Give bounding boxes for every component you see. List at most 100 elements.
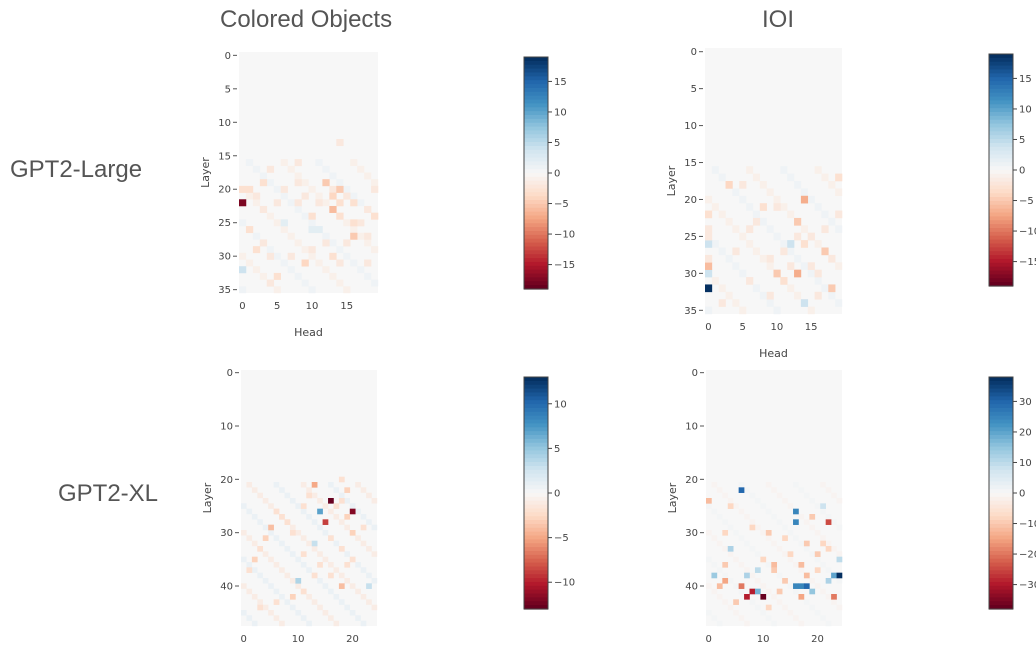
heatmap-cell-faint (711, 277, 719, 285)
heatmap-cell-faint (814, 277, 822, 285)
heatmap-cell-faint (338, 492, 345, 499)
heatmap-cell (336, 259, 344, 267)
x-tick-label: 0 (239, 301, 245, 312)
colorbar-segment (989, 239, 1013, 245)
heatmap-cell-faint (831, 546, 837, 552)
heatmap-cell-faint (266, 179, 274, 187)
heatmap-cell (798, 583, 805, 589)
heatmap-cell-faint (306, 620, 312, 627)
colorbar-tick-label: 15 (1019, 74, 1032, 85)
colorbar-segment (989, 173, 1013, 179)
colorbar-segment (524, 115, 548, 120)
colorbar-segment (989, 231, 1013, 237)
heatmap-cell-faint (350, 159, 358, 167)
heatmap-cell-faint (311, 492, 318, 499)
colorbar-segment (989, 473, 1013, 479)
heatmap-cell-faint (759, 217, 767, 226)
heatmap-cell (322, 519, 329, 525)
heatmap-cell-faint (727, 604, 734, 611)
colorbar-tick-label: −20 (1019, 550, 1036, 561)
colorbar-segment (989, 454, 1013, 459)
colorbar-segment (989, 481, 1013, 486)
heatmap-cell-faint (744, 540, 750, 547)
colorbar-segment (524, 539, 548, 544)
heatmap-cell-faint (716, 487, 723, 493)
heatmap-cell-faint (773, 195, 781, 204)
colorbar-segment (989, 489, 1013, 494)
heatmap-cell-faint (831, 492, 837, 499)
colorbar-segment (524, 574, 548, 579)
heatmap-cell (794, 232, 802, 241)
colorbar-segment (524, 161, 548, 166)
y-tick-label: 15 (218, 151, 231, 162)
heatmap-cell-faint (744, 487, 750, 493)
heatmap-cell-faint (835, 188, 843, 196)
heatmap-cell (308, 226, 316, 234)
colorbar-segment (524, 523, 548, 529)
heatmap-cell-faint (705, 306, 713, 315)
colorbar-segment (989, 469, 1013, 475)
heatmap-cell-faint (295, 583, 302, 589)
colorbar-segment (989, 61, 1013, 67)
colorbar-segment (524, 231, 548, 236)
y-axis-label: Layer (201, 482, 214, 513)
heatmap-cell (279, 514, 285, 520)
y-tick-label: 5 (225, 84, 231, 95)
heatmap-cell-faint (311, 546, 318, 552)
heatmap-cell-faint (360, 540, 367, 547)
heatmap-cell-faint (814, 166, 822, 174)
colorbar-segment (989, 108, 1013, 113)
colorbar-segment (524, 496, 548, 502)
colorbar-segment (524, 500, 548, 506)
heatmap-cell-faint (308, 185, 316, 193)
colorbar-segment (989, 162, 1013, 167)
heatmap-cell-faint (732, 262, 740, 270)
heatmap-cell-faint (787, 556, 794, 563)
heatmap-cell-faint (364, 172, 372, 180)
heatmap-cell (329, 205, 337, 213)
colorbar-segment (989, 73, 1013, 78)
heatmap-cell (333, 503, 340, 509)
colorbar-segment (989, 531, 1013, 537)
heatmap-cell (828, 284, 836, 293)
heatmap-cell-faint (754, 551, 761, 557)
heatmap-cell (705, 225, 713, 234)
heatmap-cell-faint (295, 556, 302, 563)
heatmap-cell (338, 476, 345, 483)
heatmap-cell (794, 269, 802, 278)
heatmap-cell-faint (752, 173, 760, 182)
heatmap-cell-faint (246, 508, 253, 515)
colorbar-tick-label: −10 (1019, 227, 1036, 238)
heatmap-cell-faint (800, 188, 808, 196)
heatmap-cell (280, 185, 288, 193)
heatmap-cell-faint (294, 205, 302, 213)
heatmap-cell-faint (360, 620, 367, 627)
heatmap-cell-faint (820, 562, 826, 568)
heatmap-cell-faint (746, 240, 754, 248)
heatmap-cell-faint (301, 179, 309, 187)
heatmap-cell-faint (343, 185, 351, 193)
heatmap-cell-faint (317, 498, 323, 504)
colorbar-segment (989, 508, 1013, 513)
heatmap-cell-faint (306, 487, 312, 493)
colorbar-segment (524, 207, 548, 213)
heatmap-cell-faint (301, 212, 309, 220)
heatmap-cell-faint (820, 588, 826, 595)
heatmap-cell-faint (739, 306, 747, 315)
heatmap-cell (705, 284, 713, 293)
heatmap-cell-faint (814, 240, 822, 248)
colorbar-segment (524, 180, 548, 186)
colorbar-segment (524, 87, 548, 93)
colorbar-tick-label: −30 (1019, 580, 1036, 591)
colorbar-tick-label: −5 (554, 199, 569, 210)
heatmap-cell-faint (722, 599, 728, 605)
heatmap-cell-faint (780, 203, 788, 211)
colorbar-segment (989, 558, 1013, 564)
colorbar-segment (989, 154, 1013, 159)
colorbar-segment (524, 285, 548, 290)
heatmap-cell-faint (711, 562, 718, 568)
heatmap-cell-faint (279, 594, 285, 600)
heatmap-cell-faint (366, 599, 372, 605)
heatmap-cell (766, 291, 774, 300)
heatmap-cell (749, 524, 756, 531)
